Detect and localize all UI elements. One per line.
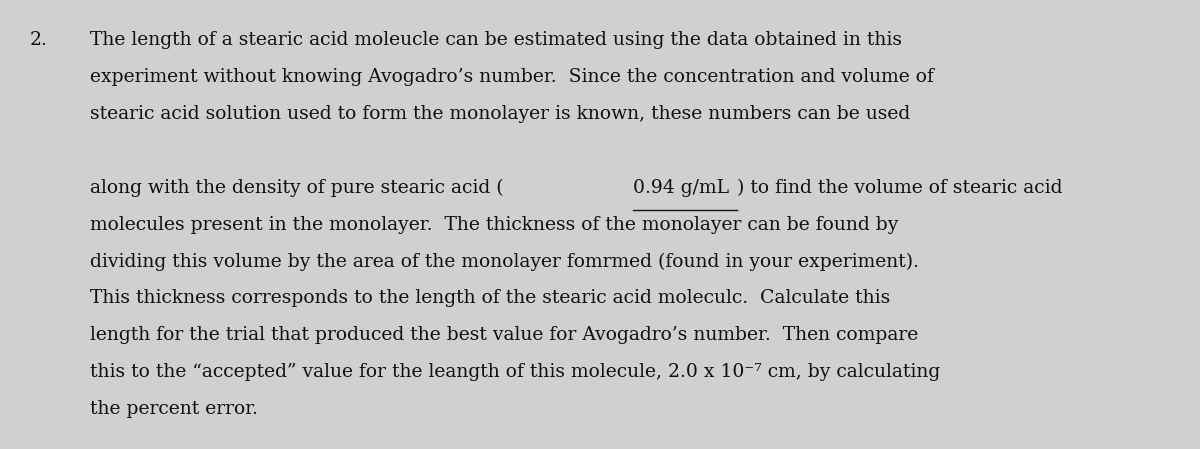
Text: the percent error.: the percent error.	[90, 400, 258, 418]
Text: This thickness corresponds to the length of the stearic acid moleculc.  Calculat: This thickness corresponds to the length…	[90, 289, 890, 307]
Text: 2.: 2.	[30, 31, 48, 49]
Text: stearic acid solution used to form the monolayer is known, these numbers can be : stearic acid solution used to form the m…	[90, 105, 911, 123]
Text: along with the density of pure stearic acid (: along with the density of pure stearic a…	[90, 179, 504, 197]
Text: molecules present in the monolayer.  The thickness of the monolayer can be found: molecules present in the monolayer. The …	[90, 216, 899, 233]
Text: experiment without knowing Avogadro’s number.  Since the concentration and volum: experiment without knowing Avogadro’s nu…	[90, 68, 934, 86]
Text: this to the “accepted” value for the leangth of this molecule, 2.0 x 10⁻⁷ cm, by: this to the “accepted” value for the lea…	[90, 363, 941, 381]
Text: The length of a stearic acid moleucle can be estimated using the data obtained i: The length of a stearic acid moleucle ca…	[90, 31, 902, 49]
Text: dividing this volume by the area of the monolayer fomrmed (found in your experim: dividing this volume by the area of the …	[90, 252, 919, 271]
Text: length for the trial that produced the best value for Avogadro’s number.  Then c: length for the trial that produced the b…	[90, 326, 918, 344]
Text: 0.94 g/mL: 0.94 g/mL	[634, 179, 730, 197]
Text: ) to find the volume of stearic acid: ) to find the volume of stearic acid	[737, 179, 1062, 197]
